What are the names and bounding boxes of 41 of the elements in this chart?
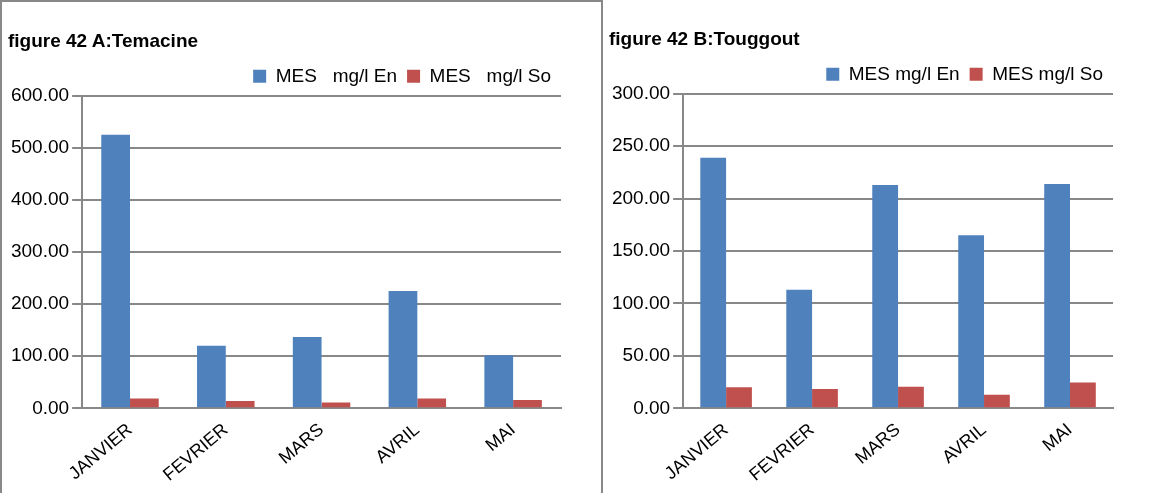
bar — [1070, 382, 1096, 408]
y-tick-label: 0.00 — [32, 396, 70, 418]
chart-title: figure 42 B:Touggout — [609, 27, 801, 49]
y-tick-label: 600.00 — [10, 84, 70, 106]
chart-title: figure 42 A:Temacine — [8, 29, 199, 51]
legend-label: MES mg/l So — [429, 64, 551, 86]
legend-label: MES mg/l So — [992, 62, 1104, 84]
bar — [726, 387, 752, 408]
bar — [484, 355, 514, 408]
bar — [700, 157, 727, 408]
legend-label: MES mg/l En — [848, 62, 960, 84]
y-tick-label: 100.00 — [10, 344, 70, 366]
bar — [786, 289, 813, 408]
y-tick-label: 400.00 — [10, 188, 70, 210]
bar — [1044, 183, 1071, 408]
y-tick-label: 0.00 — [633, 396, 671, 418]
y-tick-label: 200.00 — [611, 186, 671, 208]
bar — [417, 398, 447, 408]
y-tick-label: 50.00 — [622, 344, 671, 366]
bar — [898, 386, 924, 408]
bar — [513, 399, 542, 408]
bar — [388, 291, 418, 408]
y-tick-label: 300.00 — [10, 240, 70, 262]
bar — [872, 185, 899, 408]
bar — [984, 394, 1010, 408]
x-tick-label: MAI — [1038, 419, 1076, 456]
y-tick-label: 300.00 — [611, 82, 671, 104]
bar — [130, 398, 159, 408]
bar — [197, 345, 226, 408]
bar — [812, 388, 838, 408]
legend-label: MES mg/l En — [275, 64, 398, 86]
x-tick-label: MAI — [481, 419, 519, 456]
bar — [101, 134, 130, 408]
y-tick-label: 150.00 — [611, 239, 671, 261]
y-tick-label: 250.00 — [611, 134, 671, 156]
bar — [958, 235, 985, 408]
bar — [292, 336, 322, 408]
y-tick-label: 100.00 — [611, 291, 671, 313]
y-tick-label: 500.00 — [10, 136, 70, 158]
bar — [225, 401, 255, 408]
y-tick-label: 200.00 — [10, 292, 70, 314]
